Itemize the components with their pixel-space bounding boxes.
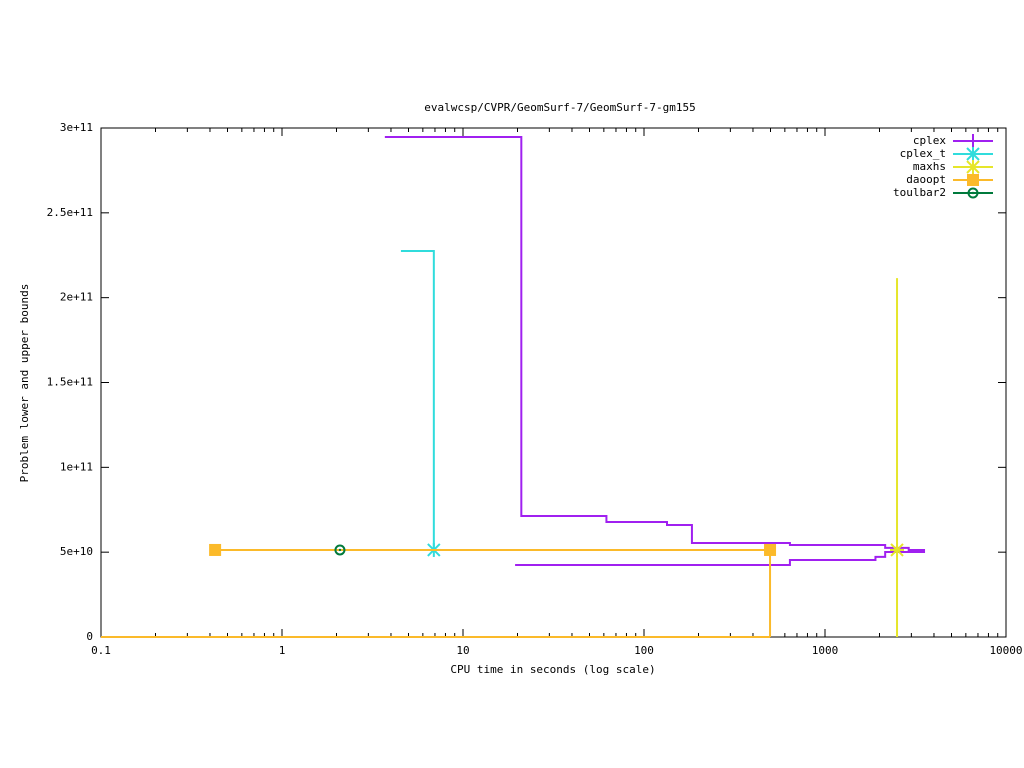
- x-tick-label: 10000: [989, 644, 1022, 657]
- marker-part: [209, 543, 222, 556]
- marker-part: [967, 187, 979, 199]
- chart-title: evalwcsp/CVPR/GeomSurf-7/GeomSurf-7-gm15…: [424, 101, 696, 114]
- series-line: [400, 250, 435, 550]
- series-line: [515, 550, 926, 567]
- y-axis-label: Problem lower and upper bounds: [18, 284, 31, 483]
- marker-part: [338, 548, 342, 552]
- legend-label: toulbar2: [893, 186, 946, 199]
- marker: [334, 544, 346, 556]
- marker-part: [971, 191, 975, 195]
- x-tick-label: 1000: [812, 644, 839, 657]
- y-tick-label: 1e+11: [60, 460, 93, 473]
- y-tick-label: 3e+11: [60, 121, 93, 134]
- marker-part: [967, 174, 979, 186]
- marker: [966, 134, 980, 148]
- marker: [966, 147, 980, 161]
- x-axis-label: CPU time in seconds (log scale): [450, 663, 655, 676]
- marker: [890, 542, 905, 557]
- y-tick-label: 0: [86, 630, 93, 643]
- marker-part: [334, 544, 346, 556]
- marker: [967, 187, 979, 199]
- y-tick-label: 2e+11: [60, 291, 93, 304]
- y-tick-label: 2.5e+11: [47, 206, 93, 219]
- marker: [209, 543, 222, 556]
- y-tick-label: 5e+10: [60, 545, 93, 558]
- marker-part: [764, 543, 777, 556]
- x-tick-label: 10: [456, 644, 469, 657]
- x-tick-label: 0.1: [91, 644, 111, 657]
- legend-label: daoopt: [906, 173, 946, 186]
- y-tick-label: 1.5e+11: [47, 376, 93, 389]
- marker: [967, 174, 979, 186]
- legend-label: cplex: [913, 134, 946, 147]
- x-tick-label: 100: [634, 644, 654, 657]
- marker: [966, 160, 980, 174]
- x-tick-label: 1: [279, 644, 286, 657]
- marker: [764, 543, 777, 556]
- legend-label: maxhs: [913, 160, 946, 173]
- legend-label: cplex_t: [900, 147, 946, 160]
